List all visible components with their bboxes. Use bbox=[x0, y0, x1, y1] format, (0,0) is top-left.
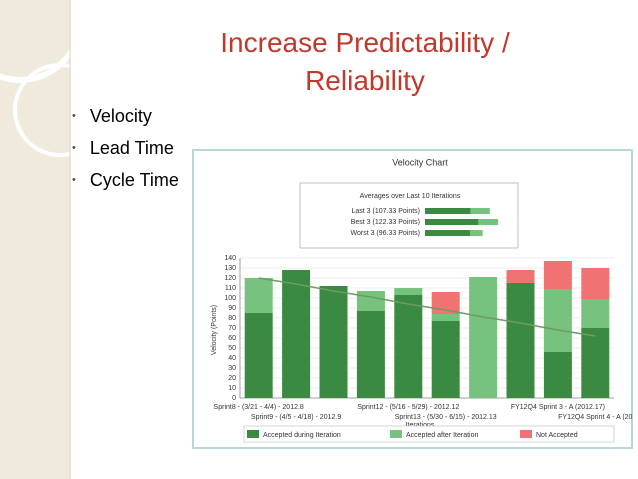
legend-swatch bbox=[247, 430, 259, 438]
average-bar bbox=[470, 208, 490, 214]
y-tick-label: 120 bbox=[224, 275, 236, 282]
average-bar bbox=[478, 219, 499, 225]
y-tick-label: 30 bbox=[228, 365, 236, 372]
bullet: Velocity bbox=[72, 106, 179, 138]
legend-label: Not Accepted bbox=[536, 432, 578, 439]
trend-line bbox=[258, 277, 596, 337]
bar-segment bbox=[319, 286, 348, 398]
ornament bbox=[0, 0, 83, 83]
y-tick-label: 0 bbox=[232, 395, 236, 402]
y-tick-label: 20 bbox=[228, 375, 236, 382]
averages-box bbox=[299, 182, 519, 249]
bar-segment bbox=[581, 299, 610, 328]
x-axis-title: Iterations bbox=[406, 422, 435, 429]
bar-segment bbox=[244, 313, 273, 398]
bar-segment bbox=[581, 268, 610, 299]
slide-title: Increase Predictability / Reliability bbox=[220, 27, 510, 96]
y-tick-label: 60 bbox=[228, 335, 236, 342]
average-label: Worst 3 (96.33 Points) bbox=[350, 230, 420, 237]
average-label: Best 3 (122.33 Points) bbox=[351, 219, 420, 226]
average-bar bbox=[425, 208, 471, 214]
bar-segment bbox=[356, 291, 385, 311]
averages-title: Averages over Last 10 Iterations bbox=[360, 193, 461, 200]
bar-segment bbox=[543, 352, 572, 398]
bar-segment bbox=[394, 295, 423, 398]
legend-label: Accepted after Iteration bbox=[406, 432, 478, 439]
x-tick-label: Sprint12 - (5/16 - 5/29) - 2012.12 bbox=[357, 404, 459, 411]
bar-segment bbox=[356, 311, 385, 398]
y-tick-label: 110 bbox=[225, 285, 236, 292]
bar-segment bbox=[543, 261, 572, 289]
average-bar bbox=[425, 230, 470, 236]
bullet-list: Velocity Lead Time Cycle Time bbox=[72, 106, 179, 202]
legend-label: Accepted during Iteration bbox=[263, 432, 341, 439]
legend-swatch bbox=[520, 430, 532, 438]
average-bar bbox=[425, 219, 479, 225]
bullet: Cycle Time bbox=[72, 170, 179, 202]
bar-segment bbox=[506, 283, 535, 398]
bar-segment bbox=[431, 314, 460, 321]
y-tick-label: 90 bbox=[228, 305, 236, 312]
bar-segment bbox=[244, 278, 273, 313]
average-bar bbox=[470, 230, 483, 236]
x-tick-label: FY12Q4 Sprint 4 - A (20 bbox=[558, 414, 632, 421]
y-tick-label: 130 bbox=[224, 265, 236, 272]
y-tick-label: 70 bbox=[228, 325, 236, 332]
bar-segment bbox=[469, 277, 498, 398]
y-tick-label: 10 bbox=[228, 385, 236, 392]
bar-segment bbox=[394, 288, 423, 295]
bar-segment bbox=[543, 289, 572, 352]
legend-swatch bbox=[390, 430, 402, 438]
y-tick-label: 80 bbox=[228, 315, 236, 322]
x-tick-label: FY12Q4 Sprint 3 - A (2012.17) bbox=[511, 404, 605, 411]
bar-segment bbox=[506, 270, 535, 283]
bar-segment bbox=[431, 321, 460, 398]
y-tick-label: 40 bbox=[228, 355, 236, 362]
y-axis-title: Velocity (Points) bbox=[211, 305, 218, 355]
x-tick-label: Sprint9 - (4/5 - 4/18) - 2012.9 bbox=[251, 414, 341, 421]
x-tick-label: Sprint8 - (3/21 - 4/4) - 2012.8 bbox=[214, 404, 304, 411]
y-tick-label: 50 bbox=[228, 345, 236, 352]
x-tick-label: Sprint13 - (5/30 - 6/15) - 2012.13 bbox=[395, 414, 497, 421]
chart-title: Velocity Chart bbox=[392, 157, 448, 167]
bullet: Lead Time bbox=[72, 138, 179, 170]
bar-segment bbox=[282, 270, 311, 398]
bar-segment bbox=[581, 328, 610, 398]
average-label: Last 3 (107.33 Points) bbox=[352, 208, 421, 215]
y-tick-label: 140 bbox=[224, 255, 236, 262]
y-tick-label: 100 bbox=[224, 295, 236, 302]
